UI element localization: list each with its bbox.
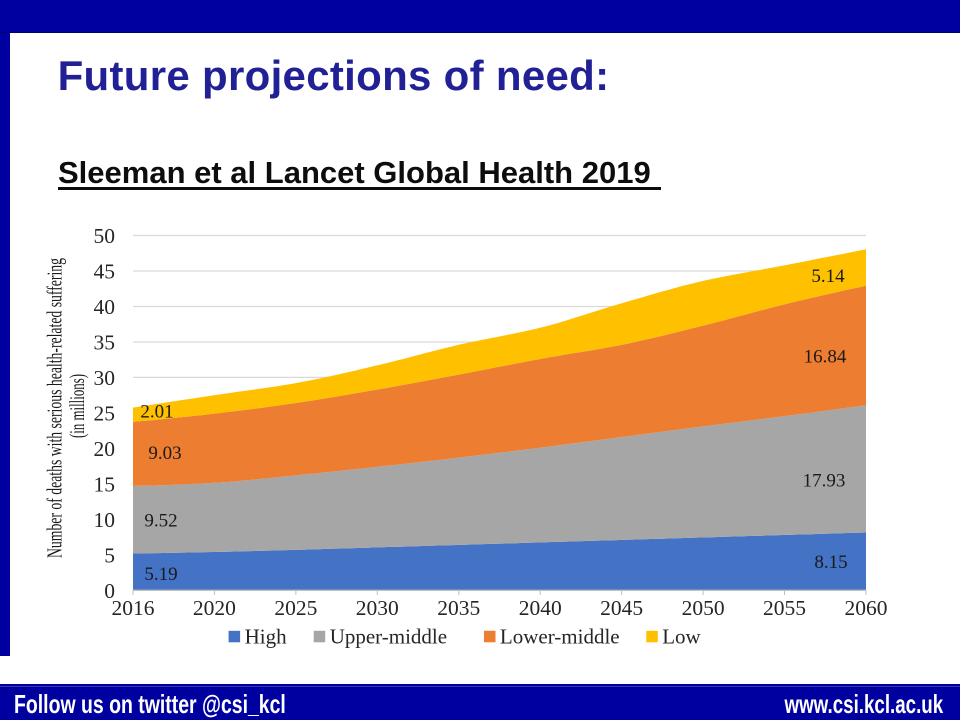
- svg-text:Low: Low: [662, 625, 701, 649]
- svg-text:Lower-middle: Lower-middle: [500, 625, 620, 649]
- svg-text:2020: 2020: [193, 596, 236, 620]
- svg-text:2045: 2045: [600, 596, 643, 620]
- svg-text:5.14: 5.14: [811, 266, 845, 287]
- svg-text:Number of deaths with serious: Number of deaths with serious health-rel…: [43, 258, 67, 558]
- svg-text:5: 5: [104, 543, 115, 567]
- svg-text:40: 40: [94, 295, 116, 319]
- svg-text:45: 45: [94, 260, 116, 284]
- svg-text:2050: 2050: [682, 596, 725, 620]
- svg-text:2055: 2055: [763, 596, 806, 620]
- svg-text:Upper-middle: Upper-middle: [330, 625, 447, 649]
- svg-text:2030: 2030: [356, 596, 399, 620]
- svg-text:30: 30: [94, 366, 116, 390]
- svg-text:17.93: 17.93: [803, 471, 846, 492]
- svg-text:16.84: 16.84: [804, 347, 847, 368]
- svg-text:2016: 2016: [112, 596, 155, 620]
- svg-text:2060: 2060: [845, 596, 888, 620]
- svg-text:0: 0: [104, 579, 115, 603]
- svg-text:50: 50: [94, 224, 116, 248]
- svg-text:25: 25: [94, 401, 116, 425]
- svg-text:5.19: 5.19: [144, 564, 177, 585]
- svg-text:9.52: 9.52: [144, 511, 177, 532]
- svg-text:2035: 2035: [437, 596, 480, 620]
- svg-text:2.01: 2.01: [140, 402, 173, 423]
- svg-text:20: 20: [94, 437, 116, 461]
- svg-text:15: 15: [94, 472, 116, 496]
- svg-text:8.15: 8.15: [814, 552, 847, 573]
- svg-text:9.03: 9.03: [148, 443, 181, 464]
- svg-text:35: 35: [94, 331, 116, 355]
- svg-text:High: High: [245, 625, 288, 649]
- svg-text:2025: 2025: [274, 596, 317, 620]
- svg-text:(in millions): (in millions): [65, 374, 89, 438]
- svg-text:10: 10: [94, 508, 116, 532]
- svg-text:2040: 2040: [519, 596, 562, 620]
